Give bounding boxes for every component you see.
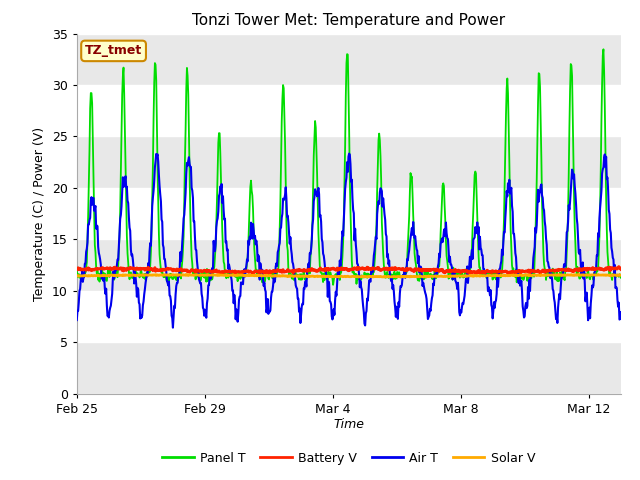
Bar xyxy=(77,136,621,188)
Bar xyxy=(77,34,621,85)
Legend: Panel T, Battery V, Air T, Solar V: Panel T, Battery V, Air T, Solar V xyxy=(157,447,540,469)
X-axis label: Time: Time xyxy=(333,419,364,432)
Bar xyxy=(77,240,621,291)
Bar xyxy=(77,342,621,394)
Title: Tonzi Tower Met: Temperature and Power: Tonzi Tower Met: Temperature and Power xyxy=(192,13,506,28)
Text: TZ_tmet: TZ_tmet xyxy=(85,44,142,58)
Y-axis label: Temperature (C) / Power (V): Temperature (C) / Power (V) xyxy=(33,127,46,300)
